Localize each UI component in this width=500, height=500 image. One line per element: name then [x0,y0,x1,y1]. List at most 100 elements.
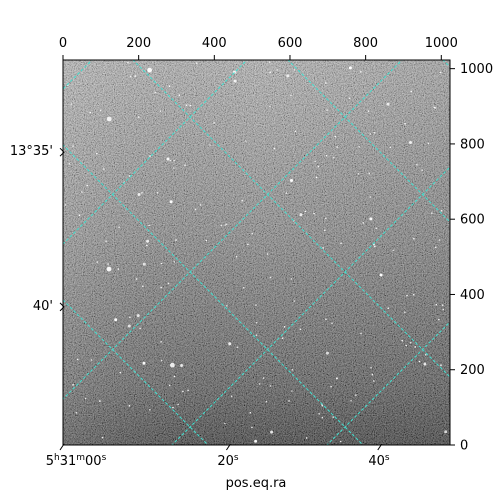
star [75,412,78,414]
star [96,152,98,155]
star [167,282,170,285]
star [72,145,74,147]
axis-ticks [59,55,455,451]
star [269,276,272,279]
star [314,160,317,163]
star [273,147,276,150]
star [433,106,436,109]
coordinate-grid [0,0,450,460]
star [324,229,326,232]
star [410,90,413,93]
right-axis-labels: 0 200 400 600 800 1000 [460,62,493,453]
star [160,359,163,362]
star [114,318,118,322]
left-axis-labels: 13°35' 40' [10,144,53,314]
star [438,239,441,241]
star [304,210,307,213]
star [444,430,448,434]
grid-line-dec [63,299,209,445]
star [99,109,102,112]
star [262,377,265,379]
grid-line-ra [0,0,27,460]
star [268,61,271,63]
right-tick-label: 400 [460,288,485,303]
star [409,342,412,344]
star [154,91,157,94]
star [299,213,303,217]
star [290,278,293,280]
grid-line-dec [0,0,68,460]
x-axis-title: pos.eq.ra [226,476,287,491]
star [160,262,163,265]
star [266,253,269,255]
star [405,344,408,347]
star [325,154,328,157]
star [404,311,406,314]
star [166,157,170,161]
star [194,208,197,211]
star [255,322,258,324]
grid-line-dec [132,60,450,378]
dec-tick-mark [59,302,65,312]
right-tick-label: 800 [460,137,485,152]
star [369,196,372,198]
star [247,243,249,246]
star [336,146,338,148]
star [107,263,109,265]
star [358,146,360,148]
star [367,110,370,112]
star [127,324,131,328]
star [269,385,272,387]
star [230,395,233,398]
star [348,97,351,100]
star [340,242,342,245]
star [431,212,433,214]
star [265,400,268,403]
star [142,262,146,266]
star [286,74,290,78]
dec-tick-mark [59,147,65,157]
star [392,249,395,252]
star [412,293,415,296]
star [241,199,243,202]
star [276,69,279,71]
top-tick-label: 0 [59,36,67,51]
star [423,362,427,366]
star [427,142,430,145]
star [86,184,88,187]
star [205,239,208,242]
star [106,266,112,272]
dec-tick-label: 40' [33,299,53,314]
star [288,400,290,402]
star [315,176,318,179]
star [331,322,333,325]
star [138,116,140,118]
ra-tick-label: 20s [217,453,239,469]
star [135,278,138,280]
right-tick-label: 1000 [460,62,493,77]
star [373,380,375,382]
star [235,255,238,258]
star [160,286,162,289]
star [147,67,153,73]
star [170,362,175,368]
star [182,390,184,393]
star [326,109,328,111]
ra-tick-mark [59,443,65,451]
star [374,245,376,248]
star [406,294,408,297]
star [68,163,71,165]
star [441,304,444,307]
top-tick-label: 1000 [425,36,458,51]
star [149,155,151,157]
ra-tick-label: 5h31m00s [46,453,107,469]
star [369,133,372,135]
top-axis-labels: 0 200 400 600 800 1000 [59,36,458,51]
star [414,346,417,348]
star [249,411,252,414]
plot-frame [62,59,451,446]
star [421,169,423,171]
right-tick-label: 600 [460,213,485,228]
star [220,224,223,227]
star [173,261,175,263]
